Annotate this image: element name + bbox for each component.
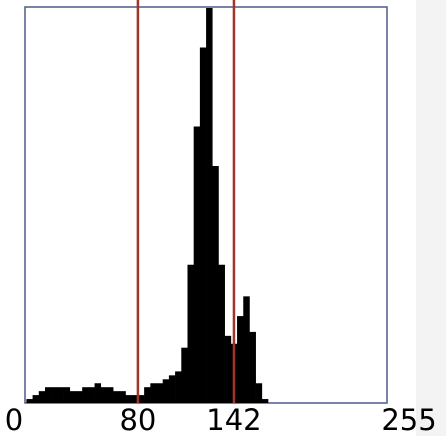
- bar: [38, 391, 46, 403]
- bar: [113, 391, 120, 403]
- x-tick-label: 142: [206, 403, 261, 436]
- bar: [63, 387, 71, 403]
- x-tick-label: 80: [119, 403, 156, 436]
- bar: [100, 387, 108, 403]
- bar: [218, 264, 225, 403]
- side-strip: [416, 0, 446, 436]
- bar: [125, 395, 133, 403]
- bar: [212, 166, 219, 403]
- bar: [243, 296, 250, 403]
- bar: [237, 316, 244, 403]
- bar: [255, 383, 263, 403]
- bar: [51, 387, 58, 403]
- bar: [32, 395, 40, 403]
- bar: [193, 126, 201, 403]
- bar: [162, 379, 170, 403]
- bar: [144, 387, 151, 403]
- bar: [82, 387, 89, 403]
- bar: [137, 395, 145, 403]
- bar: [187, 264, 194, 403]
- bar: [119, 391, 126, 403]
- bar: [69, 391, 77, 403]
- bar: [106, 387, 114, 403]
- bar: [199, 47, 207, 403]
- x-tick-label: 0: [5, 403, 23, 436]
- bar: [224, 335, 232, 403]
- bar: [206, 8, 213, 403]
- bar: [181, 347, 188, 403]
- bar: [175, 371, 182, 403]
- bar: [75, 391, 83, 403]
- bar: [150, 383, 157, 403]
- bar: [131, 395, 139, 403]
- bar: [249, 331, 256, 403]
- bar: [156, 383, 164, 403]
- bar: [26, 399, 33, 403]
- bar: [94, 383, 102, 403]
- x-tick-label: 255: [381, 403, 436, 436]
- bar: [88, 387, 95, 403]
- bar: [168, 375, 176, 403]
- bar: [57, 387, 64, 403]
- bar: [261, 399, 269, 403]
- bar: [44, 387, 52, 403]
